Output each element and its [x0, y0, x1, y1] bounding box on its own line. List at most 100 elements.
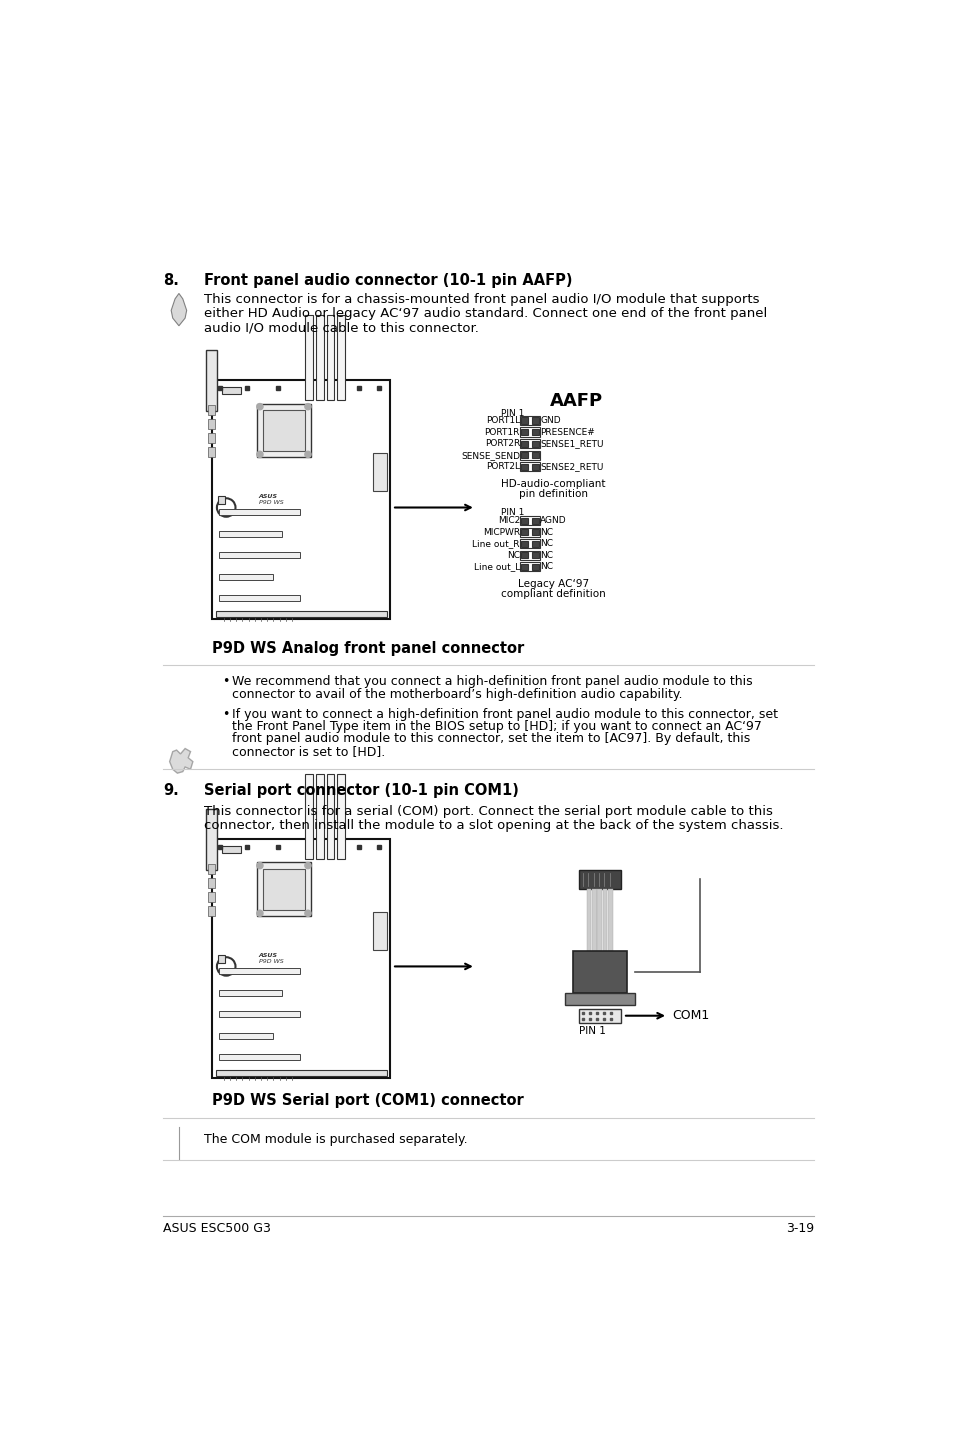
Bar: [326, 774, 335, 858]
Text: 3-19: 3-19: [785, 1222, 814, 1235]
Text: front panel audio module to this connector, set the item to [AC97]. By default, : front panel audio module to this connect…: [232, 732, 749, 745]
Text: connector to avail of the motherboard’s high-definition audio capability.: connector to avail of the motherboard’s …: [232, 687, 681, 700]
Text: AGND: AGND: [539, 516, 566, 525]
Bar: [521, 529, 527, 535]
Text: compliant definition: compliant definition: [500, 590, 605, 600]
Bar: [597, 890, 601, 951]
Bar: [564, 994, 634, 1005]
Bar: [206, 349, 216, 411]
Bar: [208, 877, 215, 887]
Bar: [208, 406, 215, 416]
Text: We recommend that you connect a high-definition front panel audio module to this: We recommend that you connect a high-def…: [232, 676, 752, 689]
Text: SENSE_SEND: SENSE_SEND: [460, 450, 519, 460]
Text: The COM module is purchased separately.: The COM module is purchased separately.: [204, 1133, 468, 1146]
Bar: [219, 989, 281, 995]
Bar: [532, 417, 537, 424]
Text: connector, then install the module to a slot opening at the back of the system c: connector, then install the module to a …: [204, 818, 783, 831]
Text: P9D WS Serial port (COM1) connector: P9D WS Serial port (COM1) connector: [212, 1093, 523, 1109]
Text: ASUS ESC500 G3: ASUS ESC500 G3: [163, 1222, 271, 1235]
Bar: [219, 1011, 299, 1017]
Text: PIN 1: PIN 1: [500, 408, 524, 418]
Bar: [208, 418, 215, 429]
Bar: [263, 869, 305, 910]
Text: This connector is for a serial (COM) port. Connect the serial port module cable : This connector is for a serial (COM) por…: [204, 805, 773, 818]
Bar: [219, 552, 299, 558]
Bar: [532, 429, 537, 436]
Text: Line out_L: Line out_L: [474, 562, 519, 571]
Text: HD-audio-compliant: HD-audio-compliant: [500, 479, 605, 489]
Bar: [212, 840, 390, 1078]
Bar: [519, 562, 539, 571]
Text: Serial port connector (10-1 pin COM1): Serial port connector (10-1 pin COM1): [204, 784, 518, 798]
Text: P9D WS: P9D WS: [258, 499, 283, 505]
Bar: [337, 774, 345, 858]
Bar: [519, 516, 539, 525]
Text: PORT2R: PORT2R: [484, 439, 519, 449]
Bar: [519, 528, 539, 536]
Bar: [263, 410, 305, 452]
Bar: [212, 381, 390, 620]
Bar: [219, 509, 299, 515]
Text: either HD Audio or legacy AC‘97 audio standard. Connect one end of the front pan: either HD Audio or legacy AC‘97 audio st…: [204, 308, 767, 321]
Bar: [519, 439, 539, 449]
Bar: [218, 496, 224, 503]
Bar: [219, 595, 299, 601]
Bar: [578, 1009, 620, 1022]
Bar: [219, 531, 281, 536]
Circle shape: [256, 452, 263, 457]
Bar: [521, 552, 527, 558]
Bar: [221, 846, 241, 853]
Bar: [521, 518, 527, 523]
Circle shape: [256, 863, 263, 869]
Bar: [218, 955, 224, 962]
Bar: [519, 450, 539, 460]
Bar: [219, 574, 273, 580]
Text: 8.: 8.: [163, 273, 179, 288]
Text: pin definition: pin definition: [518, 489, 587, 499]
Bar: [521, 417, 527, 424]
Text: connector is set to [HD].: connector is set to [HD].: [232, 745, 384, 758]
Text: NC: NC: [506, 551, 519, 559]
Bar: [521, 452, 527, 459]
Text: AAFP: AAFP: [549, 393, 602, 410]
Bar: [208, 892, 215, 902]
Bar: [219, 1054, 299, 1060]
Text: PORT1L: PORT1L: [485, 416, 519, 426]
Text: GND: GND: [539, 416, 560, 426]
Text: MICPWR: MICPWR: [482, 528, 519, 536]
Bar: [208, 906, 215, 916]
Text: PORT1R: PORT1R: [484, 427, 519, 437]
Bar: [521, 429, 527, 436]
Circle shape: [305, 910, 311, 916]
Bar: [315, 774, 323, 858]
Bar: [519, 551, 539, 559]
Bar: [519, 462, 539, 472]
Bar: [521, 440, 527, 447]
Bar: [219, 1032, 273, 1038]
Text: Front panel audio connector (10-1 pin AAFP): Front panel audio connector (10-1 pin AA…: [204, 273, 573, 288]
Circle shape: [216, 958, 235, 975]
Circle shape: [256, 910, 263, 916]
Bar: [315, 315, 323, 400]
Bar: [221, 387, 241, 394]
Bar: [592, 890, 596, 951]
Text: NC: NC: [539, 539, 553, 548]
Text: SENSE2_RETU: SENSE2_RETU: [539, 462, 603, 472]
Bar: [519, 427, 539, 437]
Circle shape: [256, 404, 263, 410]
Bar: [256, 404, 311, 457]
Bar: [532, 552, 537, 558]
Circle shape: [305, 452, 311, 457]
Bar: [206, 808, 216, 870]
Text: audio I/O module cable to this connector.: audio I/O module cable to this connector…: [204, 321, 478, 334]
Bar: [519, 416, 539, 426]
Bar: [608, 890, 612, 951]
Bar: [572, 951, 626, 994]
Bar: [216, 611, 386, 617]
Text: the Front Panel Type item in the BIOS setup to [HD]; if you want to connect an A: the Front Panel Type item in the BIOS se…: [232, 720, 760, 733]
Bar: [532, 518, 537, 523]
Text: PRESENCE#: PRESENCE#: [539, 427, 595, 437]
Bar: [521, 564, 527, 569]
Text: P9D WS: P9D WS: [258, 959, 283, 963]
Bar: [337, 315, 345, 400]
